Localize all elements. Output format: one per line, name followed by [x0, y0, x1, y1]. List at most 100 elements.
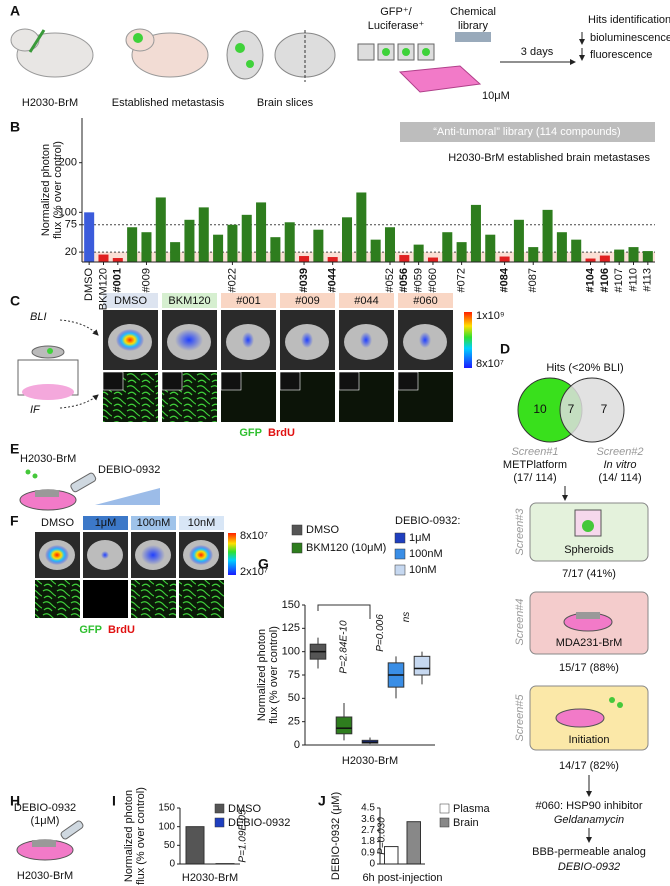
x-tick-label: BKM120 — [97, 268, 109, 310]
screen-name: METPlatform — [503, 459, 567, 471]
bar — [628, 247, 639, 262]
y-tick-label: 20 — [65, 246, 77, 258]
bar — [299, 256, 310, 262]
dish — [555, 708, 605, 728]
y-tick-label: 50 — [164, 840, 176, 851]
bar — [84, 212, 95, 262]
y-axis-label: flux (% over control) — [135, 787, 147, 885]
header-bg — [221, 293, 276, 308]
legend-swatch — [439, 803, 450, 814]
gradient-wedge — [95, 488, 160, 505]
y-tick-label: 75 — [288, 669, 300, 681]
legend-swatch — [439, 817, 450, 828]
colorbar-label: 1x10⁹ — [476, 310, 505, 322]
bar — [456, 242, 467, 262]
bar — [406, 821, 421, 865]
y-tick-label: 50 — [288, 692, 300, 704]
bli-signal — [419, 332, 431, 348]
legend-label: BKM120 (10μM) — [306, 542, 386, 554]
metastasis — [422, 48, 430, 56]
panel-letter: D — [500, 341, 510, 357]
bar — [155, 197, 166, 262]
legend-swatch — [291, 524, 303, 536]
if-image — [179, 580, 224, 618]
header-bg — [398, 293, 453, 308]
result: Geldanamycin — [554, 814, 624, 826]
label: H2030-BrM — [20, 453, 76, 465]
cell — [32, 473, 38, 479]
x-axis-label: 6h post-injection — [362, 872, 442, 884]
colorbar — [464, 312, 472, 368]
panel-letter: I — [112, 793, 116, 809]
x-tick-label: #113 — [642, 268, 654, 292]
venn-title: Hits (<20% BLI) — [546, 362, 623, 374]
metastasis — [235, 43, 245, 53]
sample-label: DMSO — [41, 517, 74, 529]
x-tick-label: #072 — [456, 268, 468, 292]
label: Brain slices — [257, 97, 314, 109]
bar — [599, 255, 610, 262]
x-tick-label: #001 — [112, 268, 124, 292]
label: H2030-BrM — [22, 97, 78, 109]
screen-label: Screen#5 — [514, 694, 526, 742]
if-inset — [397, 371, 419, 391]
bracket — [317, 604, 371, 619]
bar — [313, 229, 324, 262]
x-tick-label: #009 — [140, 268, 152, 292]
colorbar-label: 8x10⁷ — [240, 530, 268, 542]
x-tick-label: #087 — [527, 268, 539, 292]
metastasis — [402, 48, 410, 56]
header-bg — [83, 516, 128, 530]
label: GFP⁺/ — [380, 6, 412, 18]
bli-signal — [189, 545, 213, 565]
legend-title: DEBIO-0932: — [395, 515, 460, 527]
bar — [499, 256, 510, 262]
bli-signal — [360, 332, 372, 348]
slice — [32, 840, 56, 847]
legend-swatch — [214, 817, 225, 828]
bar — [284, 222, 295, 262]
screen-name: Spheroids — [564, 544, 614, 556]
screen-name: MDA231-BrM — [556, 637, 623, 649]
annotation: P=0.006 — [375, 614, 386, 652]
legend-label: 10nM — [409, 564, 437, 576]
if-image — [131, 580, 176, 618]
bar — [513, 219, 524, 262]
x-tick-label: #039 — [298, 268, 310, 292]
y-axis-label: flux (% over control) — [52, 141, 64, 239]
legend-label: 100nM — [409, 548, 443, 560]
bar — [184, 219, 195, 262]
label: 3 days — [521, 46, 554, 58]
annotation: P=1.09E-05 — [238, 809, 249, 863]
venn-count: 7 — [601, 402, 608, 416]
bar — [141, 232, 152, 262]
label: (1μM) — [31, 815, 60, 827]
metastasis — [47, 348, 53, 354]
legend-swatch — [214, 803, 225, 814]
legend-label: DMSO — [306, 524, 339, 536]
metastasis — [133, 33, 143, 43]
annotation: P=0.030 — [377, 817, 388, 855]
panel-letter: E — [10, 441, 19, 457]
x-tick-label: #084 — [498, 267, 510, 292]
screen-label: Screen#2 — [596, 446, 643, 458]
label: bioluminescence — [590, 32, 670, 44]
slice — [35, 490, 59, 497]
label: Luciferase⁺ — [368, 20, 425, 32]
venn-count: 7 — [568, 402, 575, 416]
well — [22, 384, 74, 400]
bar — [585, 258, 596, 262]
screen-result: (14/ 114) — [598, 472, 641, 484]
if-inset — [279, 371, 301, 391]
bli-signal — [45, 545, 69, 565]
bar — [614, 249, 625, 262]
annotation-box — [400, 122, 655, 142]
result: DEBIO-0932 — [558, 861, 620, 873]
x-tick-label: #044 — [327, 267, 339, 292]
if-image — [35, 580, 80, 618]
bar — [542, 209, 553, 262]
result: #060: HSP90 inhibitor — [535, 800, 642, 812]
x-tick-label: #052 — [384, 268, 396, 292]
y-tick-label: 25 — [288, 716, 300, 728]
